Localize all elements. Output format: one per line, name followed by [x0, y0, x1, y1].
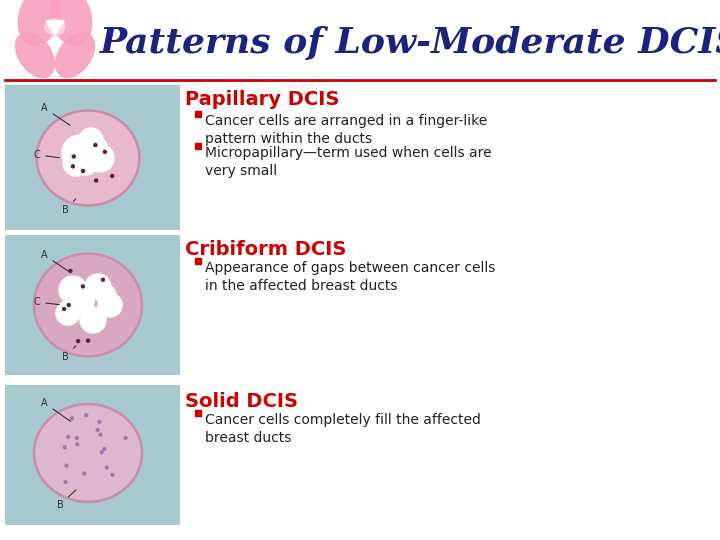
Text: C: C — [33, 150, 59, 160]
Ellipse shape — [45, 19, 65, 35]
Ellipse shape — [33, 403, 143, 502]
Circle shape — [67, 303, 71, 307]
Text: Papillary DCIS: Papillary DCIS — [185, 90, 339, 109]
Ellipse shape — [39, 112, 138, 204]
Polygon shape — [46, 21, 64, 35]
Circle shape — [81, 170, 84, 172]
FancyBboxPatch shape — [5, 85, 180, 230]
Circle shape — [83, 472, 86, 475]
Circle shape — [85, 414, 88, 416]
Circle shape — [72, 291, 94, 313]
Circle shape — [86, 144, 114, 172]
Circle shape — [103, 448, 106, 450]
Circle shape — [62, 135, 98, 171]
Circle shape — [98, 421, 101, 423]
Text: Solid DCIS: Solid DCIS — [185, 392, 298, 411]
Circle shape — [63, 446, 66, 449]
Text: Cancer cells completely fill the affected
breast ducts: Cancer cells completely fill the affecte… — [205, 413, 481, 446]
Text: A: A — [41, 250, 70, 272]
Circle shape — [81, 285, 84, 288]
Circle shape — [105, 466, 108, 469]
Circle shape — [63, 307, 66, 310]
Circle shape — [98, 293, 122, 317]
Text: B: B — [62, 346, 76, 362]
Circle shape — [100, 451, 104, 454]
Circle shape — [63, 150, 89, 176]
Circle shape — [71, 165, 74, 168]
Circle shape — [76, 340, 80, 342]
Ellipse shape — [36, 110, 140, 206]
Circle shape — [104, 150, 107, 153]
Circle shape — [79, 128, 103, 152]
Bar — [195, 410, 201, 416]
Text: Cancer cells are arranged in a finger-like
pattern within the ducts: Cancer cells are arranged in a finger-li… — [205, 114, 487, 146]
Circle shape — [111, 474, 114, 476]
Text: Cribiform DCIS: Cribiform DCIS — [185, 240, 346, 259]
Text: B: B — [62, 199, 76, 214]
Ellipse shape — [36, 255, 140, 354]
Circle shape — [69, 269, 72, 272]
Circle shape — [96, 429, 99, 431]
Circle shape — [99, 433, 102, 436]
Ellipse shape — [55, 32, 94, 77]
Text: C: C — [33, 297, 59, 307]
FancyBboxPatch shape — [5, 235, 180, 375]
Circle shape — [65, 464, 68, 467]
FancyBboxPatch shape — [5, 385, 180, 525]
Circle shape — [78, 135, 108, 165]
Circle shape — [74, 151, 98, 175]
Circle shape — [102, 278, 104, 281]
Circle shape — [64, 481, 67, 483]
Bar — [195, 143, 201, 149]
Text: Micropapillary—term used when cells are
very small: Micropapillary—term used when cells are … — [205, 146, 492, 178]
Circle shape — [94, 179, 98, 182]
Text: Appearance of gaps between cancer cells
in the affected breast ducts: Appearance of gaps between cancer cells … — [205, 261, 495, 293]
Ellipse shape — [16, 32, 55, 77]
Circle shape — [72, 155, 76, 158]
Ellipse shape — [36, 406, 140, 500]
Circle shape — [86, 339, 89, 342]
Text: B: B — [57, 490, 76, 510]
Bar — [195, 111, 201, 117]
Circle shape — [76, 436, 78, 440]
Circle shape — [94, 144, 97, 146]
Ellipse shape — [18, 0, 60, 45]
Ellipse shape — [33, 253, 143, 357]
Circle shape — [59, 276, 87, 304]
Ellipse shape — [50, 0, 91, 45]
Circle shape — [56, 301, 80, 325]
Text: A: A — [41, 398, 71, 421]
Text: Patterns of Low-Moderate DCIS: Patterns of Low-Moderate DCIS — [100, 26, 720, 60]
Bar — [195, 258, 201, 264]
Circle shape — [96, 285, 116, 305]
Circle shape — [67, 435, 70, 438]
Circle shape — [85, 274, 111, 300]
Circle shape — [76, 443, 78, 446]
Circle shape — [71, 417, 73, 420]
Circle shape — [111, 174, 114, 178]
Circle shape — [124, 436, 127, 440]
Circle shape — [80, 307, 106, 333]
Text: A: A — [41, 103, 70, 125]
